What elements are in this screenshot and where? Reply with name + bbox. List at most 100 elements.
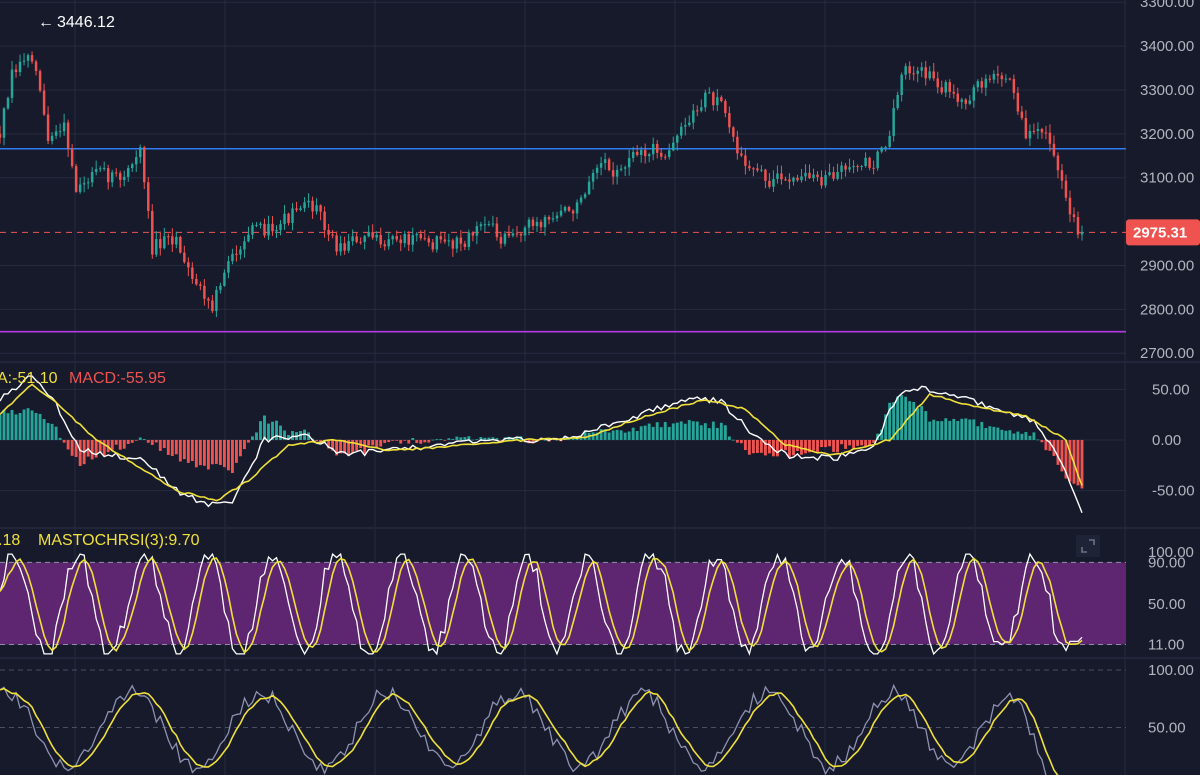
macd-histogram-bar — [443, 439, 447, 441]
macd-histogram-bar — [343, 439, 347, 454]
macd-histogram-bar — [571, 437, 575, 440]
macd-histogram-bar — [66, 439, 70, 450]
candle-body — [455, 237, 459, 249]
candle-body — [110, 172, 114, 183]
candle-body — [1068, 197, 1072, 215]
current-price-badge: 2975.31 — [1126, 219, 1200, 246]
macd-histogram-bar — [675, 422, 679, 440]
macd-histogram-bar — [820, 439, 823, 448]
macd-histogram-bar — [218, 439, 222, 465]
macd-histogram-bar — [234, 439, 238, 463]
candle-body — [335, 235, 338, 252]
candle-body — [976, 81, 980, 88]
maximize-icon[interactable] — [1076, 535, 1100, 557]
candle-body — [427, 238, 431, 243]
macd-histogram-bar — [46, 422, 50, 440]
macd-histogram-bar — [543, 439, 547, 441]
macd-histogram-bar — [635, 430, 639, 440]
candle-body — [255, 224, 258, 226]
candle-body — [379, 234, 382, 245]
macd-histogram-bar — [583, 431, 587, 440]
candle-body — [431, 242, 435, 250]
macd-histogram-bar — [796, 439, 799, 451]
macd-histogram-bar — [607, 432, 611, 440]
candle-body — [279, 224, 282, 231]
price-tick-label: 2800.00 — [1140, 301, 1194, 318]
macd-histogram-bar — [699, 425, 703, 440]
price-grid — [0, 0, 1126, 775]
candle-body — [499, 237, 503, 244]
macd-histogram-bar — [78, 439, 82, 466]
macd-histogram-bar — [471, 439, 475, 441]
macd-histogram-bar — [451, 438, 455, 440]
candle-body — [583, 194, 587, 198]
macd-histogram-bar — [62, 439, 66, 443]
candle-body — [179, 236, 182, 253]
candle-body — [54, 131, 58, 136]
candle-body — [267, 223, 270, 236]
candle-body — [227, 261, 230, 273]
price-tick-label: 3200.00 — [1140, 126, 1194, 143]
candle-body — [42, 90, 46, 115]
candle-body — [239, 249, 242, 255]
candle-body — [1044, 132, 1048, 134]
macd-histogram-bar — [335, 439, 339, 456]
macd-histogram-bar — [731, 439, 735, 441]
macd-histogram-bar — [812, 439, 815, 451]
candle-body — [1032, 131, 1036, 133]
candle-body — [471, 232, 475, 236]
macd-histogram-bar — [888, 402, 892, 440]
lower-grid — [0, 669, 1126, 728]
macd-histogram-bar — [214, 439, 218, 464]
candle-body — [659, 152, 663, 157]
candle-body — [235, 253, 238, 255]
macd-histogram-bar — [719, 422, 723, 440]
candle-body — [139, 147, 142, 158]
candle-body — [776, 173, 779, 180]
macd-histogram-bar — [1056, 439, 1060, 465]
candle-body — [339, 243, 342, 252]
candle-body — [704, 92, 707, 108]
macd-histogram-bar — [763, 439, 767, 456]
macd-histogram-bar — [455, 436, 459, 440]
price-tick-label: 3300.00 — [1140, 82, 1194, 99]
macd-histogram-bar — [771, 439, 775, 457]
candle-body — [50, 135, 54, 142]
candle-body — [800, 176, 803, 181]
macd-histogram-bar — [375, 439, 379, 447]
macd-histogram-bar — [499, 439, 503, 441]
candle-body — [215, 289, 218, 312]
candle-body — [1036, 128, 1040, 132]
candle-body — [82, 183, 86, 185]
macd-histogram-bar — [868, 439, 872, 446]
candle-body — [307, 200, 310, 203]
candle-body — [291, 208, 294, 224]
macd-pane[interactable]: 50.00 0.00 -50.00 A:-51.10 MACD:-55.95 — [0, 370, 1195, 513]
macd-histogram-bar — [170, 439, 174, 457]
macd-histogram-bar — [1040, 439, 1044, 443]
macd-histogram-bar — [38, 413, 42, 440]
candle-body — [896, 95, 899, 109]
candle-body — [643, 149, 647, 157]
macd-histogram-bar — [727, 436, 731, 440]
candle-body — [872, 167, 875, 169]
macd-histogram-bar — [1024, 431, 1028, 440]
macd-histogram-bar — [739, 439, 743, 444]
macd-histogram-bar — [142, 438, 146, 440]
stoch-rsi-k-line — [0, 552, 1083, 656]
macd-tick-label: 0.00 — [1152, 432, 1181, 449]
macd-histogram-bar — [315, 439, 319, 442]
candle-body — [916, 70, 919, 74]
lower-oscillator-pane[interactable]: 100.00 50.00 — [0, 662, 1194, 775]
macd-histogram-bar — [976, 426, 980, 440]
candle-body — [868, 157, 871, 168]
macd-histogram-bar — [255, 432, 258, 440]
candle-body — [131, 164, 134, 169]
stoch-rsi-legend-right: MASTOCHRSI(3):9.70 — [38, 532, 200, 549]
candle-body — [1072, 214, 1076, 218]
candle-body — [287, 213, 290, 224]
